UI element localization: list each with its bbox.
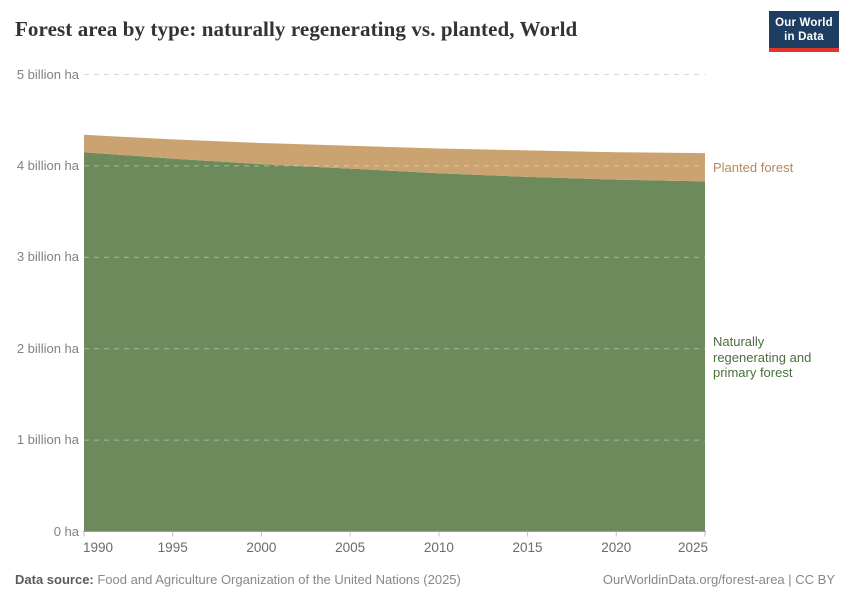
- y-axis-label-4: 4 billion ha: [16, 157, 79, 173]
- x-axis-label-1990: 1990: [83, 540, 114, 555]
- logo-line-1: Our World: [775, 17, 833, 29]
- owid-logo-box: Our World in Data: [769, 11, 839, 48]
- x-axis-label-2005: 2005: [335, 540, 366, 555]
- y-axis-label-3: 3 billion ha: [16, 249, 79, 265]
- logo-line-2: in Data: [784, 31, 824, 43]
- series-label-naturally-regenerating[interactable]: Naturally regenerating and primary fores…: [713, 334, 812, 380]
- y-axis-label-0: 0 ha: [53, 523, 79, 539]
- x-axis-label-2000: 2000: [246, 540, 277, 555]
- page-title: Forest area by type: naturally regenerat…: [15, 17, 578, 41]
- x-axis-label-2015: 2015: [512, 540, 543, 555]
- y-axis-label-5: 5 billion ha: [16, 66, 79, 82]
- data-source-text: Food and Agriculture Organization of the…: [93, 572, 461, 587]
- owid-logo-red-bar: [769, 48, 839, 52]
- data-source-note: Data source: Food and Agriculture Organi…: [15, 572, 461, 587]
- area-planted-forest[interactable]: [84, 134, 705, 182]
- x-axis-label-2020: 2020: [601, 540, 632, 555]
- x-axis-label-2025: 2025: [677, 540, 708, 555]
- x-axis-label-2010: 2010: [423, 540, 454, 555]
- series-label-planted-forest[interactable]: Planted forest: [713, 160, 794, 175]
- citation-link[interactable]: OurWorldinData.org/forest-area | CC BY: [602, 572, 835, 587]
- owid-logo[interactable]: Our World in Data: [769, 11, 839, 52]
- x-axis-label-1995: 1995: [157, 540, 188, 555]
- y-axis-label-1: 1 billion ha: [16, 432, 79, 448]
- data-source-label: Data source:: [15, 572, 94, 587]
- y-axis-label-2: 2 billion ha: [16, 340, 79, 356]
- area-naturally-regenerating-forest[interactable]: [84, 152, 705, 532]
